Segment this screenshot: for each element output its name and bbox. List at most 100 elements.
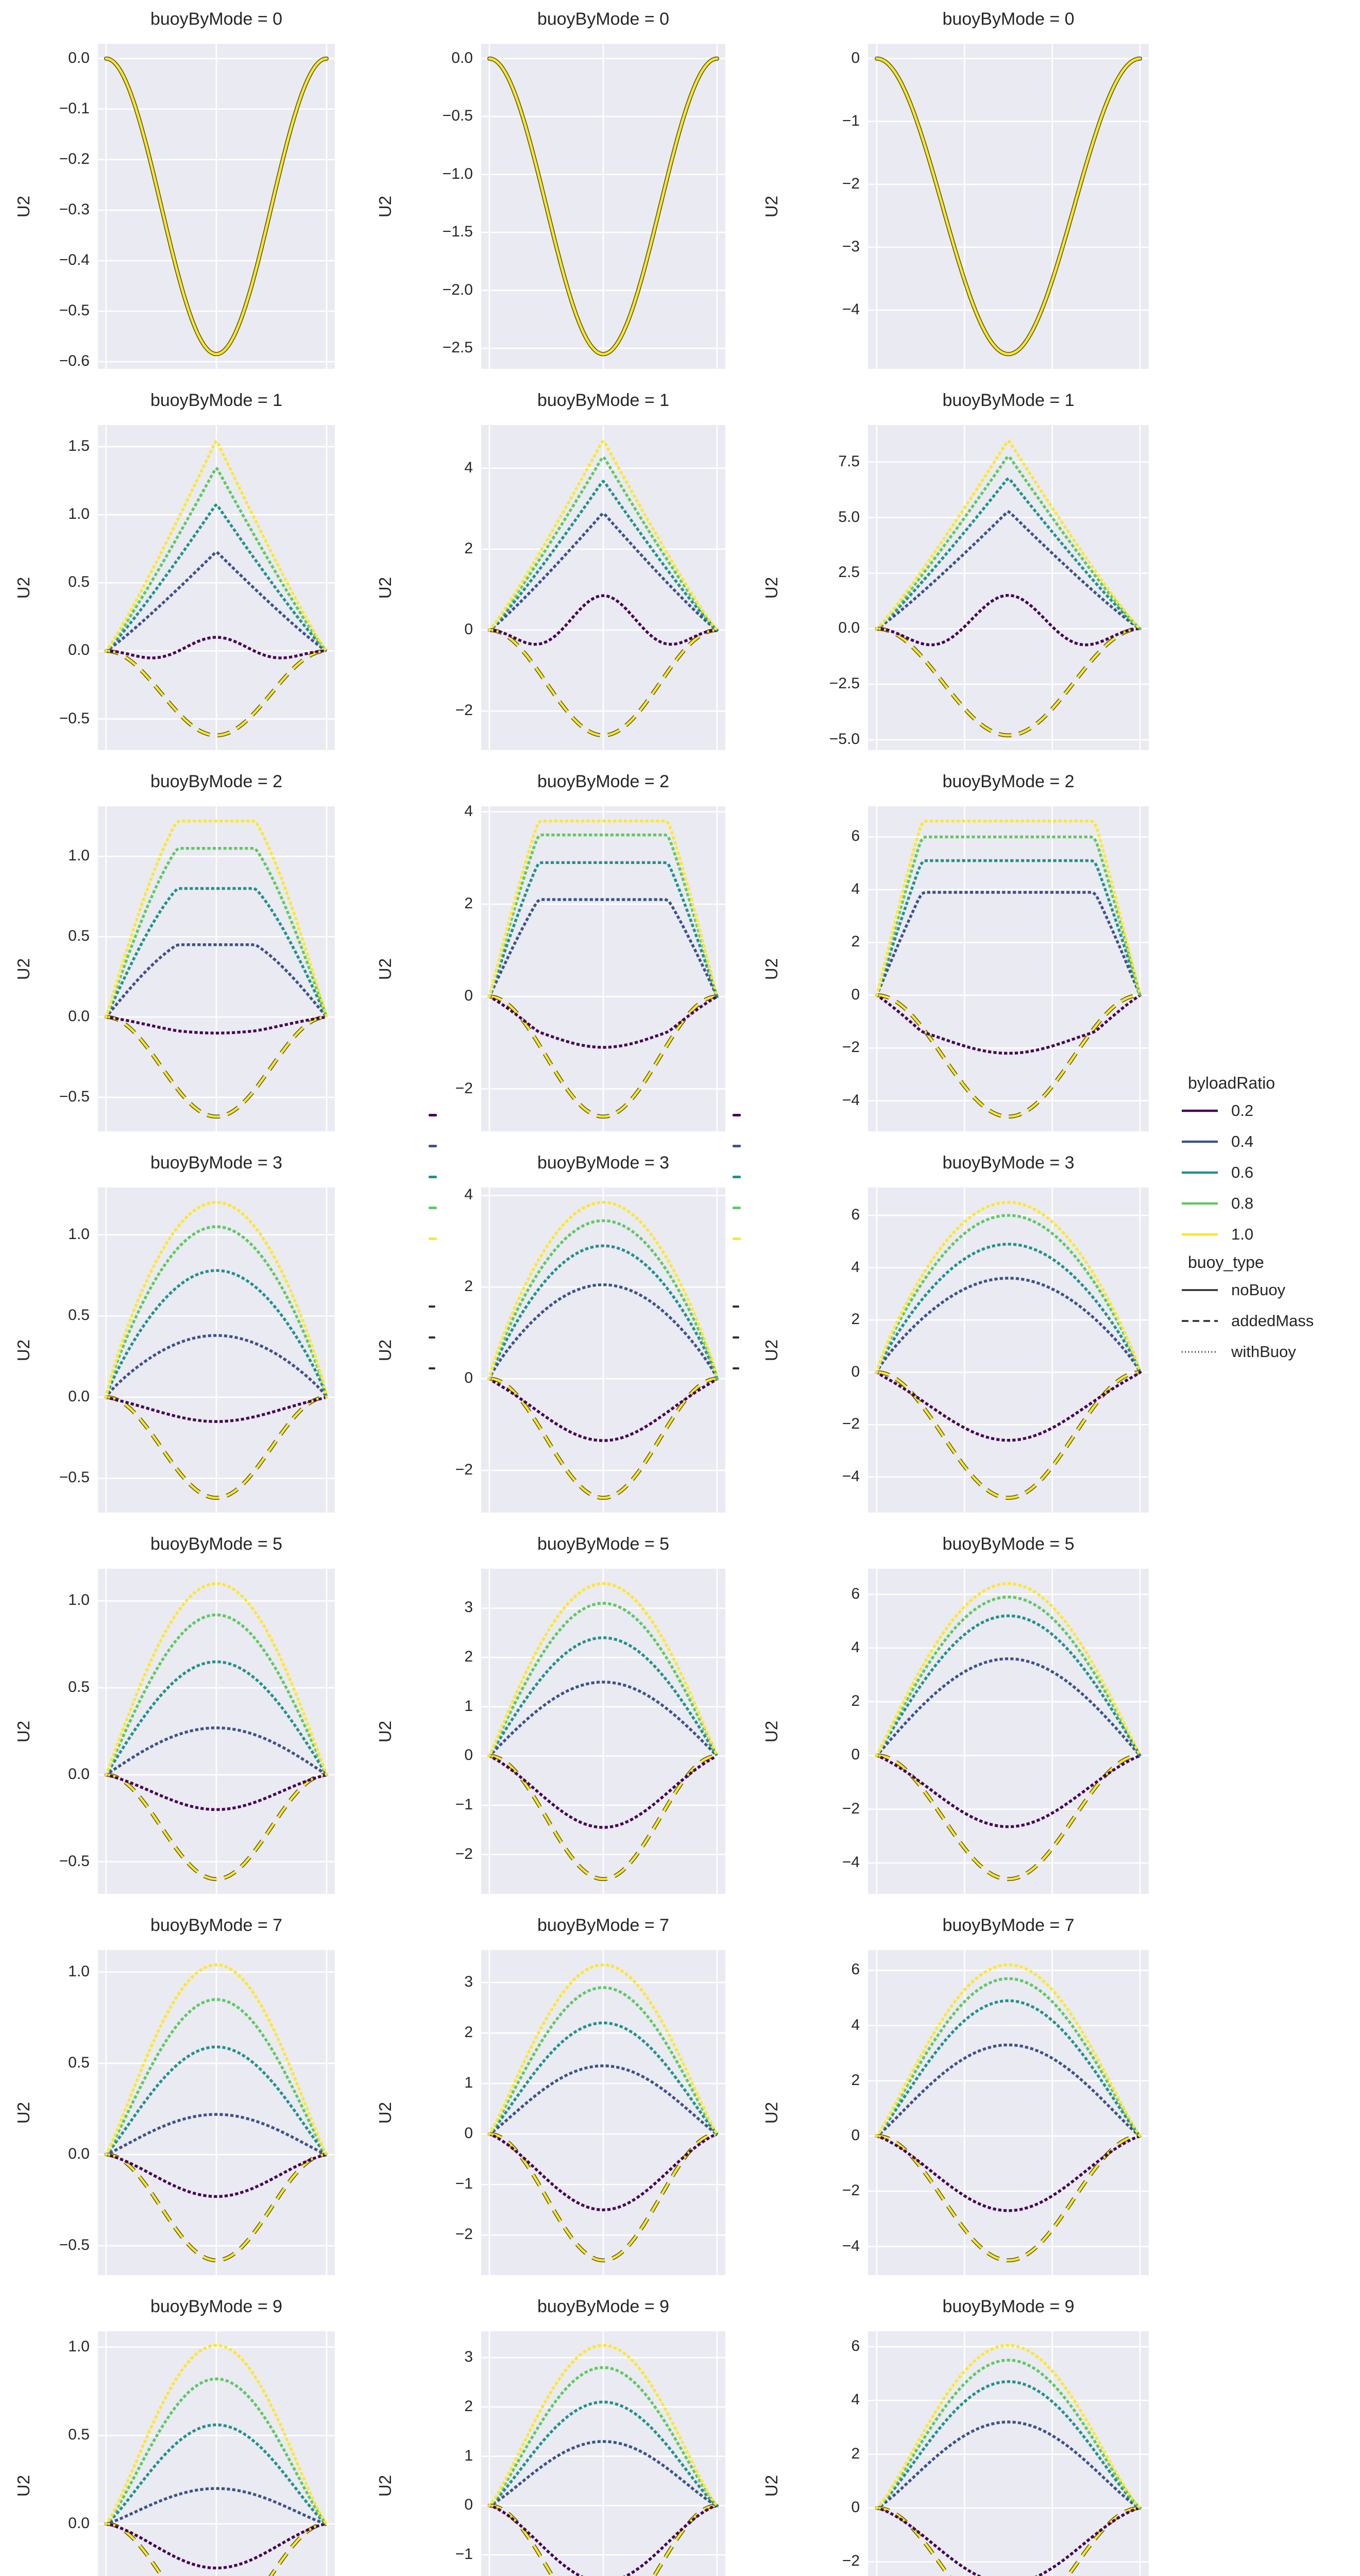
curve-withBuoy-ratio-0.8 [487,1602,719,1758]
facet-title: buoyByMode = 7 [537,1916,670,1935]
y-tick-label: 2 [851,933,860,951]
curve-addedMass-outline [876,2134,1141,2263]
y-axis-label: U2 [376,195,395,217]
y-tick-label: −0.5 [59,1852,90,1870]
y-tick-label: −0.5 [59,2236,90,2253]
y-tick-label: −2 [455,2226,473,2243]
facet-title: buoyByMode = 0 [942,9,1075,29]
y-tick-label: −2 [842,1800,860,1817]
y-tick-label: −1.0 [442,165,473,182]
curve-addedMass [876,1371,1141,1499]
y-tick-label: 4 [464,459,473,476]
legend-item-nobuoy: noBuoy [1180,1275,1359,1306]
curve-withBuoy-ratio-0.4 [104,1726,329,1777]
y-tick-label: 6 [851,1206,860,1224]
y-tick-label: 6 [851,1585,860,1602]
facet-title: buoyByMode = 7 [150,1916,283,1935]
curve-withBuoy-ratio-0.8 [875,1977,1142,2138]
y-tick-label: 0.0 [68,1387,90,1405]
facet-title: buoyByMode = 2 [537,772,670,791]
curve-addedMass-outline [876,993,1141,1119]
y-tick-label: −2.5 [829,675,860,692]
curve-withBuoy-ratio-0.2 [104,1015,329,1035]
y-tick-label: 0 [464,2125,473,2142]
y-tick-label: −1 [455,1795,473,1813]
curve-withBuoy-ratio-0.2 [875,1753,1142,1828]
y-tick-label: 1 [464,2447,473,2464]
curve-withBuoy-ratio-0.2 [875,1370,1142,1442]
y-tick-label: 1.0 [68,1225,90,1243]
curve-noBuoy [488,57,719,355]
curve-withBuoy-ratio-0.4 [487,1681,719,1758]
curve-addedMass [489,2132,718,2262]
curve-addedMass [106,2522,327,2576]
curve-withBuoy-ratio-0.2 [105,636,328,659]
plot-panel [481,44,725,369]
curve-withBuoy-ratio-0.2 [488,594,719,646]
curve-addedMass [876,1754,1141,1880]
y-tick-label: 1.5 [68,437,90,454]
y-tick-label: 3 [464,2348,473,2366]
y-tick-label: 1 [464,2074,473,2092]
facet-title: buoyByMode = 5 [942,1534,1075,1554]
clipped-legend-mark [733,1306,739,1308]
legend-item-label: noBuoy [1231,1281,1286,1299]
y-axis-label: U2 [14,2475,33,2497]
y-tick-label: 0 [464,2496,473,2514]
clipped-legend-mark [429,1176,437,1178]
hue-swatch [1180,1108,1220,1113]
legend-item-ratio-02: 0.2 [1180,1095,1359,1126]
curve-withBuoy-ratio-0.6 [875,859,1142,997]
y-tick-label: 1.0 [68,505,90,523]
y-tick-label: 6 [851,2337,860,2354]
y-axis-label: U2 [14,1720,33,1742]
curve-withBuoy-ratio-1.0 [104,820,329,1019]
clipped-legend-mark [429,1114,437,1116]
y-tick-label: −1.5 [442,223,473,241]
y-tick-label: 2 [464,895,473,912]
y-axis-label: U2 [14,958,33,980]
y-tick-label: 2 [464,2024,473,2041]
hue-swatch [1180,1232,1220,1237]
curve-withBuoy-ratio-0.8 [875,454,1142,631]
y-tick-label: 1 [464,1697,473,1715]
plot-panel [868,2331,1149,2576]
curve-withBuoy-ratio-0.2 [104,1773,329,1811]
clipped-legend-mark [429,1145,437,1147]
curve-noBuoy [105,57,328,355]
legend-item-ratio-06: 0.6 [1180,1157,1359,1188]
y-tick-label: −4 [842,1091,860,1109]
legend-item-label: 0.4 [1231,1132,1254,1150]
curve-withBuoy-ratio-0.6 [487,479,719,632]
y-tick-label: 2 [851,2071,860,2089]
y-tick-label: −2 [842,175,860,192]
y-tick-label: 7.5 [838,452,860,470]
curve-withBuoy-ratio-0.8 [487,1219,719,1381]
curve-addedMass-outline [876,2506,1141,2576]
curve-withBuoy-ratio-0.4 [875,891,1142,997]
curve-withBuoy-ratio-0.8 [104,466,329,653]
y-tick-label: 0.5 [68,927,90,945]
facet-title: buoyByMode = 1 [942,391,1075,410]
y-tick-label: −2.0 [442,281,473,298]
curve-withBuoy-ratio-0.2 [875,993,1142,1055]
curve-withBuoy-ratio-0.2 [487,2132,719,2212]
plot-panel [481,425,725,750]
curve-withBuoy-ratio-0.8 [104,847,329,1019]
style-swatch-dotted [1180,1349,1220,1354]
style-swatch-dashed [1180,1318,1220,1324]
y-tick-label: −3 [842,238,860,255]
curve-withBuoy-ratio-0.2 [104,1395,329,1423]
y-axis-label: U2 [762,2475,781,2497]
y-axis-label: U2 [762,2102,781,2124]
curve-withBuoy-ratio-1.0 [875,2344,1142,2510]
curve-withBuoy-ratio-0.6 [487,2400,719,2508]
y-axis-label: U2 [14,2102,33,2124]
clipped-legend-mark [733,1367,739,1369]
y-tick-label: 0.0 [68,2514,90,2532]
curve-withBuoy-ratio-1.0 [487,1201,719,1381]
y-tick-label: 2 [464,2397,473,2415]
curve-withBuoy-ratio-0.2 [104,2522,329,2570]
curve-withBuoy-ratio-1.0 [875,1201,1142,1374]
